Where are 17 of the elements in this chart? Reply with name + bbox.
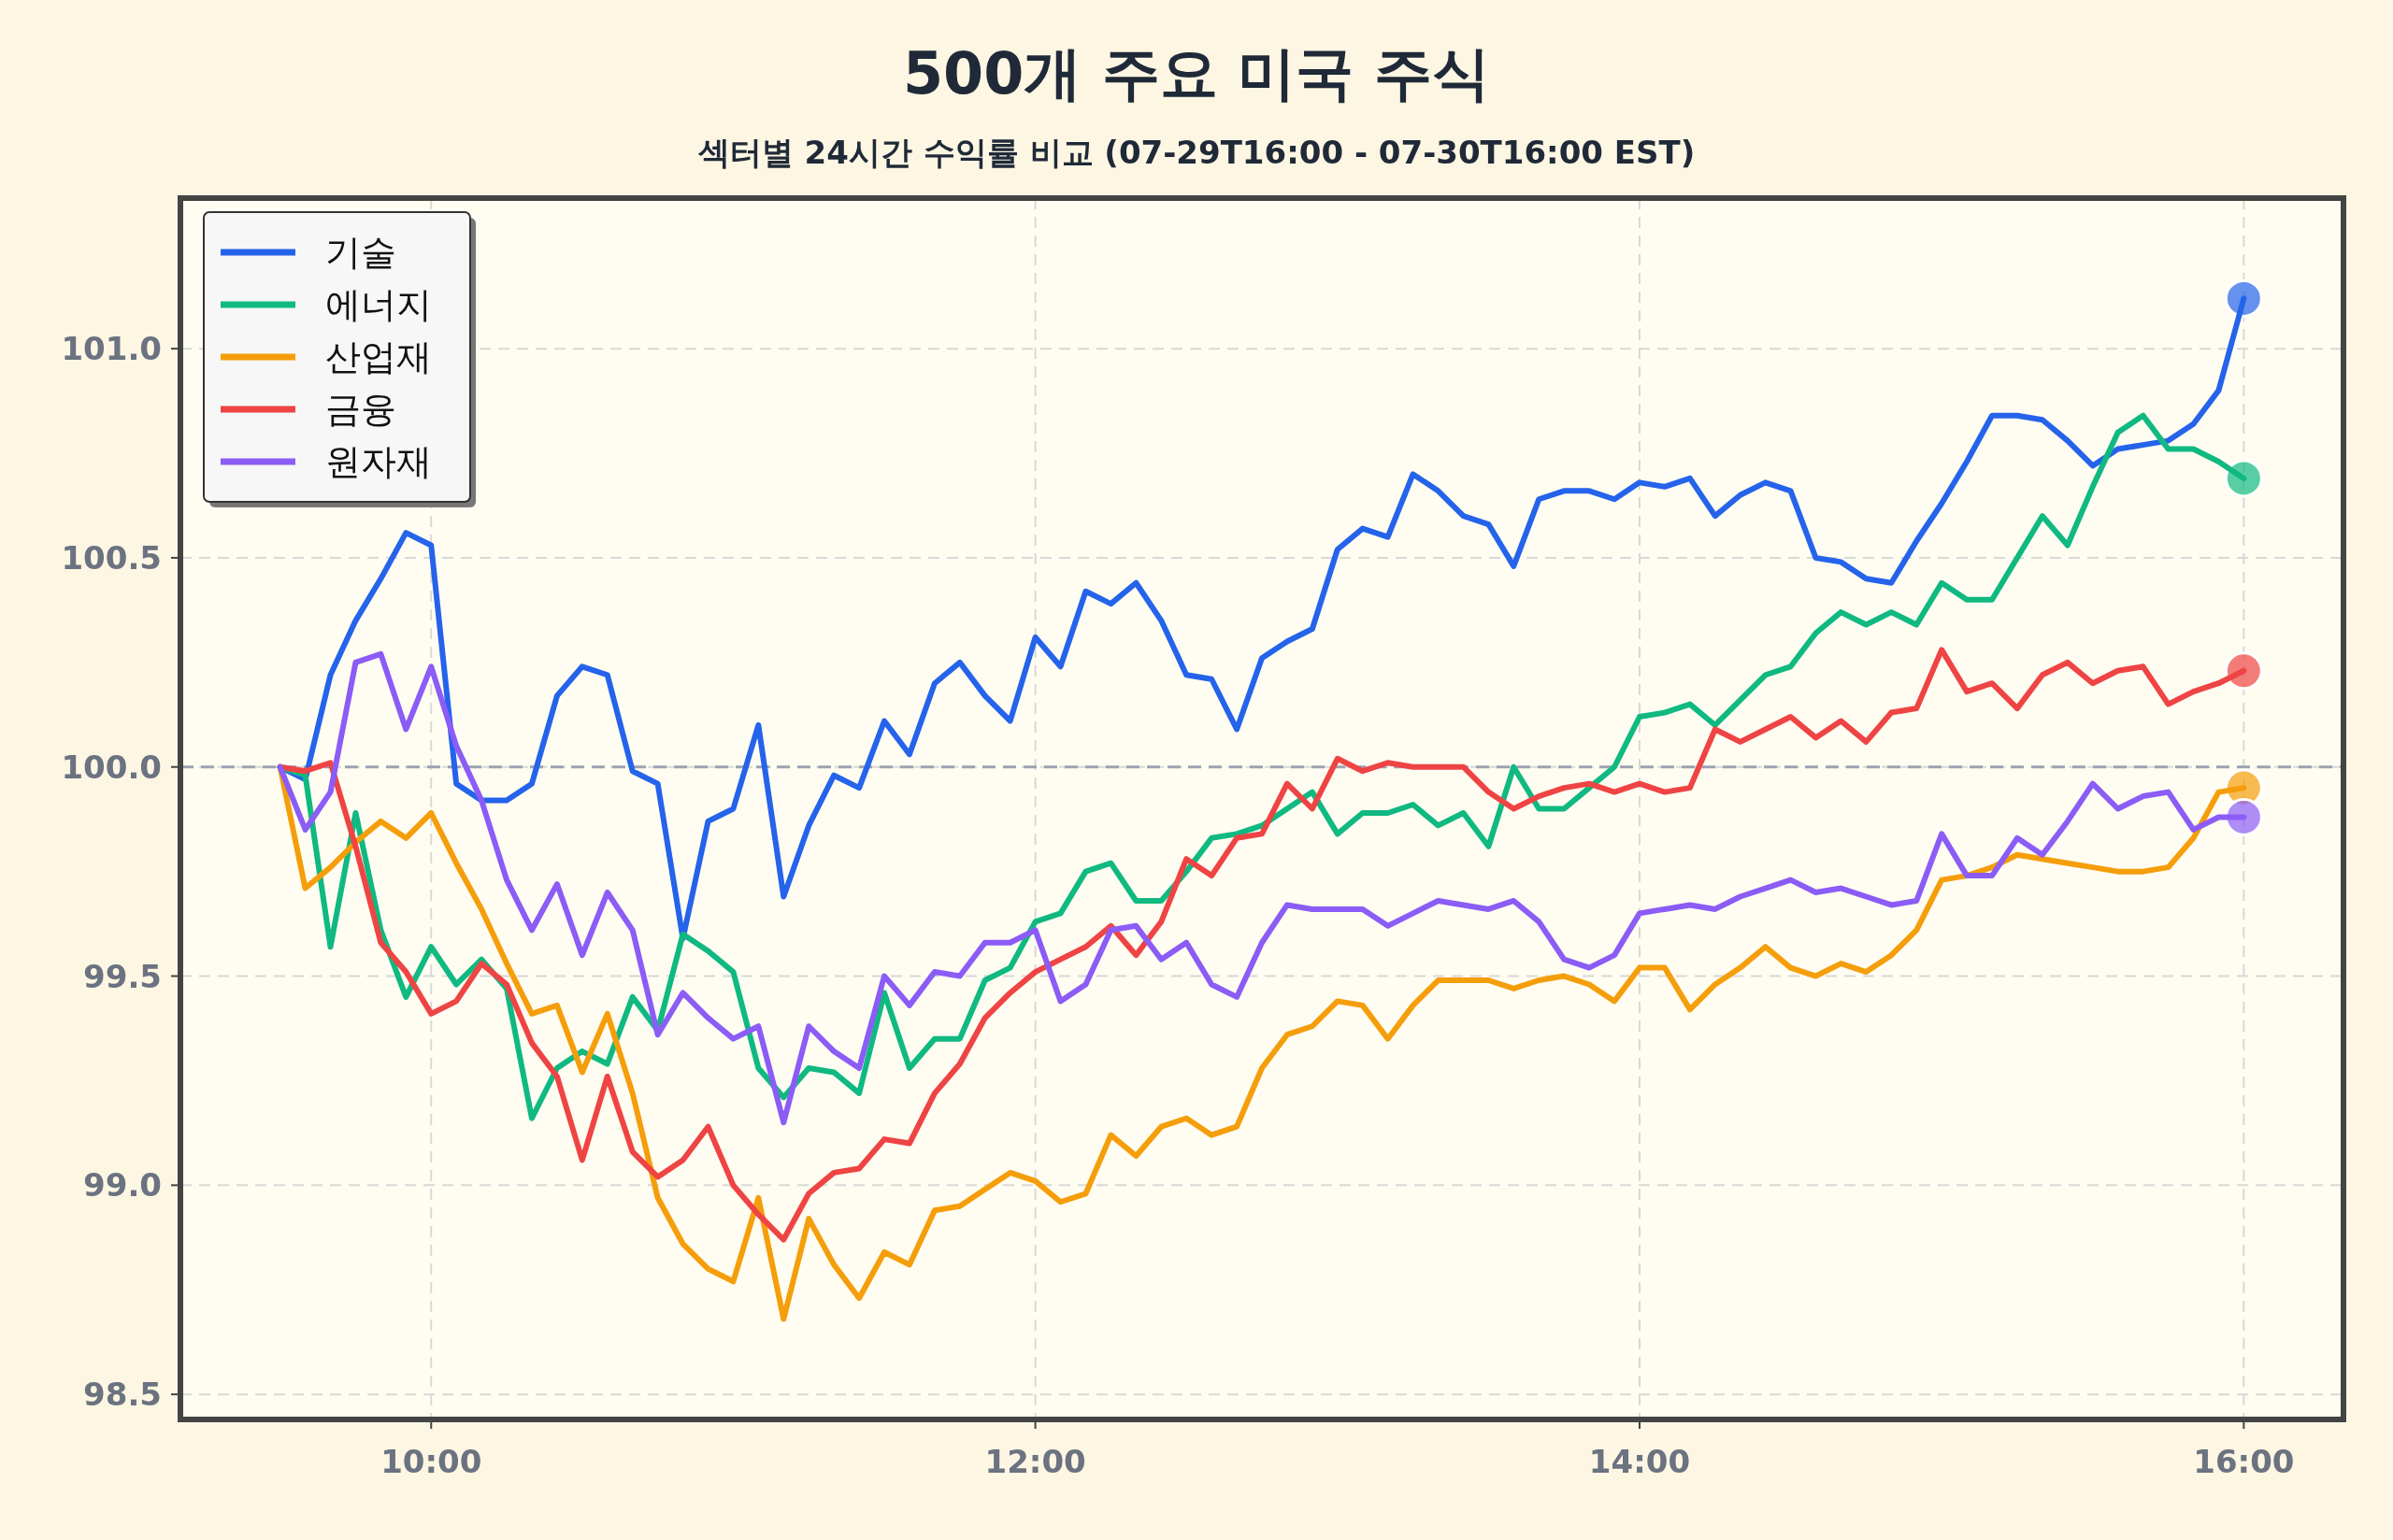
x-tick-label: 12:00 [984,1443,1086,1480]
y-tick-label: 98.5 [83,1376,162,1414]
legend-label: 원자재 [325,441,432,482]
chart-subtitle: 섹터별 24시간 수익률 비교 (07-29T16:00 - 07-30T16:00 EST) [696,134,1696,171]
y-tick-label: 99.5 [83,957,162,995]
y-tick-label: 101.0 [61,330,162,368]
legend-label: 기술 [325,232,396,273]
x-tick-label: 10:00 [380,1443,482,1480]
x-tick-label: 16:00 [2193,1443,2295,1480]
y-tick-label: 100.5 [61,538,162,577]
x-tick-label: 14:00 [1588,1443,1691,1480]
y-tick-label: 100.0 [61,748,162,786]
legend-label: 금융 [325,389,396,430]
chart-title: 500개 주요 미국 주식 [902,39,1491,107]
y-tick-label: 99.0 [83,1166,162,1205]
legend-label: 에너지 [325,284,432,325]
legend-label: 산업재 [325,336,432,378]
